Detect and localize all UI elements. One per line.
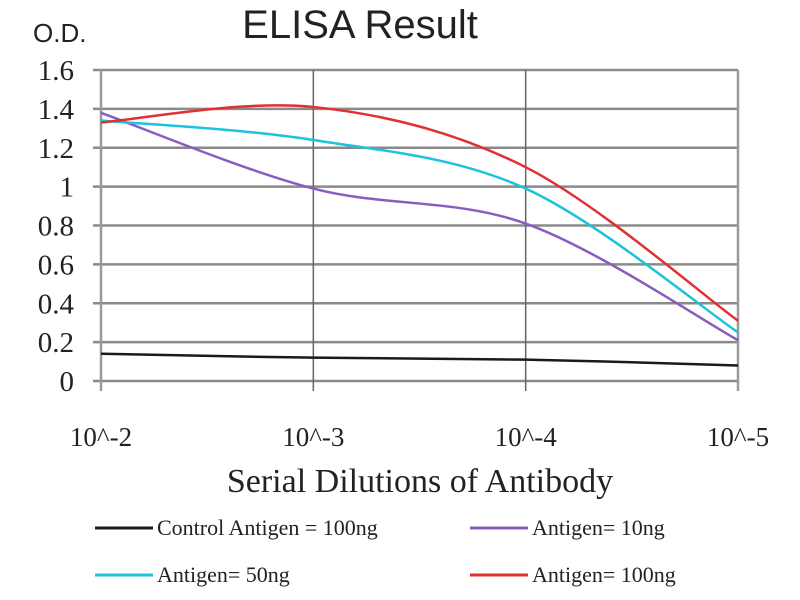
series-line-1: [100, 111, 739, 342]
x-axis-label: Serial Dilutions of Antibody: [227, 463, 613, 500]
legend-label: Antigen= 100ng: [532, 562, 676, 587]
y-tick-label: 1.4: [38, 94, 75, 126]
legend-label: Antigen= 10ng: [532, 515, 665, 540]
chart-title: ELISA Result: [242, 3, 478, 47]
y-tick-label: 1.6: [38, 55, 74, 87]
y-tick-label: 0.6: [38, 249, 74, 281]
x-tick-label: 10^-2: [70, 422, 132, 452]
x-tick-label: 10^-5: [707, 422, 769, 452]
y-tick-label: 1: [60, 172, 75, 204]
legend-label: Antigen= 50ng: [157, 562, 290, 587]
x-tick-label: 10^-3: [282, 422, 344, 452]
y-tick-label: 0.2: [38, 327, 74, 359]
series-line-3: [100, 104, 739, 322]
x-tick-label: 10^-4: [495, 422, 558, 452]
y-tick-label: 0.8: [38, 211, 74, 243]
series-line-0: [100, 352, 739, 367]
y-tick-label: 0: [60, 366, 75, 398]
y-tick-label: 1.2: [38, 133, 74, 165]
y-axis-label: O.D.: [33, 18, 86, 48]
legend-label: Control Antigen = 100ng: [157, 515, 378, 540]
y-tick-label: 0.4: [38, 288, 75, 320]
series-line-2: [100, 119, 739, 334]
